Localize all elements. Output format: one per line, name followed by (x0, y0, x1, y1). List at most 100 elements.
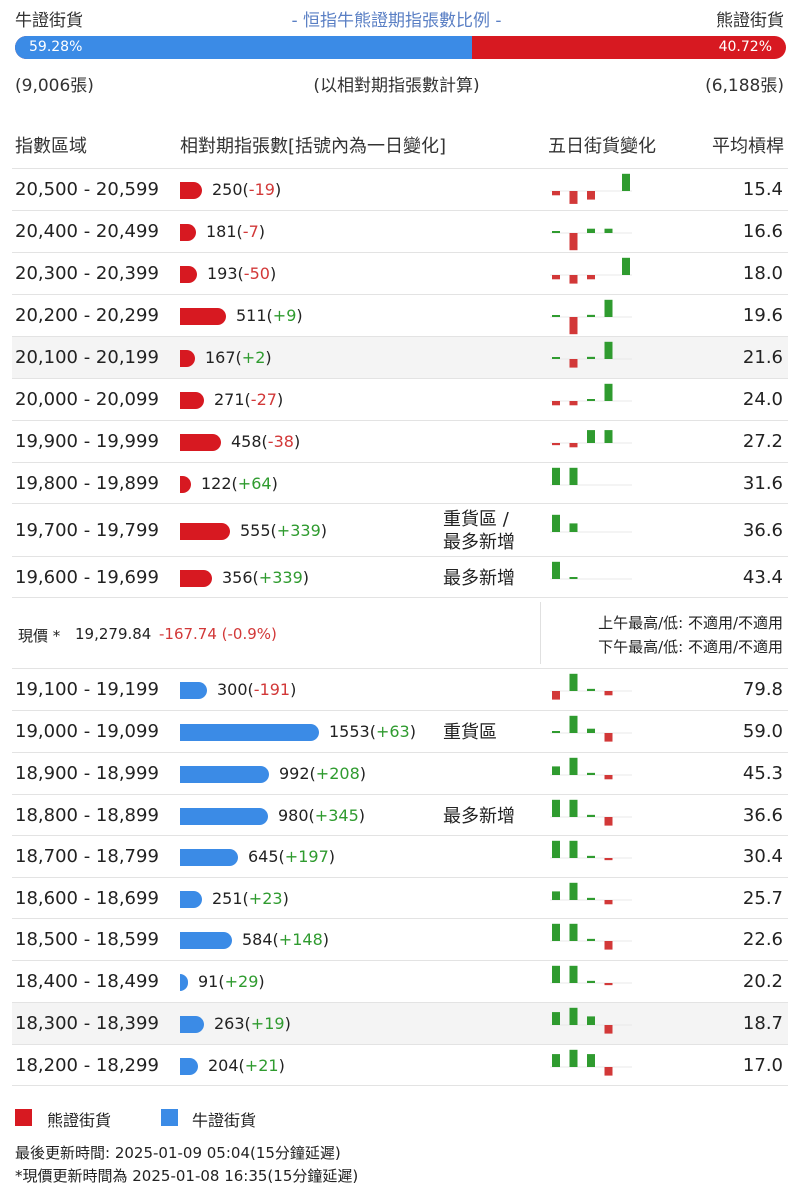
index-range: 19,900 - 19,999 (15, 431, 159, 452)
sparkline-bar (604, 900, 613, 905)
count-value: 193 (207, 264, 238, 283)
bear-contract-count: (6,188張) (705, 76, 784, 96)
five-day-sparkline (550, 1007, 632, 1034)
sparkline-bar (604, 983, 613, 986)
index-range: 19,800 - 19,899 (15, 473, 159, 494)
sparkline-bar (569, 443, 578, 448)
sparkline-bar (552, 275, 560, 280)
table-row: 18,900 - 18,999 992(+208) 45.3 (12, 752, 788, 795)
sparkline-bar (569, 191, 578, 204)
average-leverage: 18.0 (742, 263, 783, 284)
average-leverage: 21.6 (742, 347, 783, 368)
daily-change: -7 (242, 222, 259, 241)
five-day-sparkline (550, 430, 632, 448)
sparkline-bar (569, 523, 578, 532)
contract-count: 645(+197) (248, 847, 335, 866)
bull-count-bar (180, 974, 188, 991)
contract-count: 122(+64) (201, 474, 278, 493)
count-value: 122 (201, 474, 232, 493)
table-row: 19,600 - 19,699 356(+339) 最多新增 43.4 (12, 556, 788, 598)
average-leverage: 45.3 (742, 763, 783, 784)
count-value: 91 (198, 972, 219, 991)
contract-count: 555(+339) (240, 521, 327, 540)
sparkline-bar (587, 314, 595, 317)
average-leverage: 36.6 (742, 520, 783, 541)
index-range: 20,400 - 20,499 (15, 221, 159, 242)
table-row: 20,200 - 20,299 511(+9) 19.6 (12, 294, 788, 337)
bull-bear-ratio-bar: 59.28% 40.72% (15, 36, 786, 59)
five-day-sparkline (550, 383, 632, 406)
table-row: 20,000 - 20,099 271(-27) 24.0 (12, 378, 788, 421)
daily-change: +9 (272, 306, 297, 325)
price-updated-text: *現價更新時間為 2025-01-08 16:35(15分鐘延遲) (15, 1167, 359, 1185)
bull-count-bar (180, 682, 207, 699)
average-leverage: 19.6 (742, 305, 783, 326)
sparkline-bar (552, 891, 560, 900)
index-range: 20,000 - 20,099 (15, 389, 159, 410)
bear-count-bar (180, 570, 212, 587)
average-leverage: 15.4 (742, 179, 783, 200)
daily-change: +339 (276, 521, 321, 540)
bull-legend-label: 牛證街貨 (192, 1111, 257, 1130)
average-leverage: 59.0 (742, 721, 783, 742)
sparkline-bar (587, 275, 595, 280)
morning-high-low: 上午最高/低: 不適用/不適用 (598, 614, 783, 632)
daily-change: -19 (248, 180, 275, 199)
sparkline-bar (552, 357, 560, 359)
daily-change: +339 (258, 568, 303, 587)
last-updated-text: 最後更新時間: 2025-01-09 05:04(15分鐘延遲) (15, 1144, 341, 1162)
five-day-sparkline (550, 799, 632, 826)
sparkline-bar (569, 715, 578, 733)
column-header-contracts: 相對期指張數[括號內為一日變化] (180, 136, 447, 157)
table-row: 19,100 - 19,199 300(-191) 79.8 (12, 668, 788, 711)
bull-count-bar (180, 891, 202, 908)
bear-legend-swatch (15, 1109, 32, 1126)
contract-count: 271(-27) (214, 390, 284, 409)
table-row: 18,600 - 18,699 251(+23) 25.7 (12, 877, 788, 919)
five-day-sparkline (550, 561, 632, 580)
sparkline-bar (587, 191, 595, 200)
contract-count: 356(+339) (222, 568, 309, 587)
sparkline-bar (587, 430, 595, 443)
bull-count-bar (180, 1016, 204, 1033)
five-day-sparkline (550, 299, 632, 335)
bear-legend-label: 熊證街貨 (47, 1111, 112, 1130)
sparkline-bar (569, 233, 578, 251)
bear-count-bar (180, 308, 226, 325)
five-day-sparkline (550, 882, 632, 905)
average-leverage: 20.2 (742, 971, 783, 992)
sparkline-bar (552, 1012, 560, 1025)
sparkline-bar (552, 443, 560, 446)
index-range: 20,500 - 20,599 (15, 179, 159, 200)
five-day-sparkline (550, 1049, 632, 1076)
sparkline-bar (552, 691, 560, 700)
bear-count-bar (180, 350, 195, 367)
count-value: 584 (242, 930, 273, 949)
daily-change: -191 (253, 680, 291, 699)
count-value: 555 (240, 521, 271, 540)
index-range: 20,200 - 20,299 (15, 305, 159, 326)
average-leverage: 43.4 (742, 567, 783, 588)
contract-count: 1553(+63) (329, 722, 416, 741)
sparkline-bar (587, 356, 595, 359)
index-range: 18,300 - 18,399 (15, 1013, 159, 1034)
sparkline-bar (587, 980, 595, 983)
sparkline-bar (587, 399, 595, 401)
bull-contract-count: (9,006張) (15, 76, 94, 96)
index-range: 19,600 - 19,699 (15, 567, 159, 588)
daily-change: +208 (315, 764, 360, 783)
bear-count-bar (180, 266, 197, 283)
table-row: 20,100 - 20,199 167(+2) 21.6 (12, 336, 788, 379)
column-header-avg-ratio: 平均槓桿 (712, 136, 784, 157)
index-range: 18,400 - 18,499 (15, 971, 159, 992)
sparkline-bar (552, 731, 560, 733)
average-leverage: 24.0 (742, 389, 783, 410)
bull-count-bar (180, 932, 232, 949)
sparkline-bar (587, 688, 595, 691)
sparkline-bar (569, 757, 578, 775)
bull-count-bar (180, 766, 269, 783)
five-day-sparkline (550, 923, 632, 950)
bull-outstanding-label: 牛證街貨 (15, 11, 83, 31)
table-row: 19,800 - 19,899 122(+64) 31.6 (12, 462, 788, 504)
zone-tag: 重貨區 / 最多新增 (443, 509, 515, 553)
